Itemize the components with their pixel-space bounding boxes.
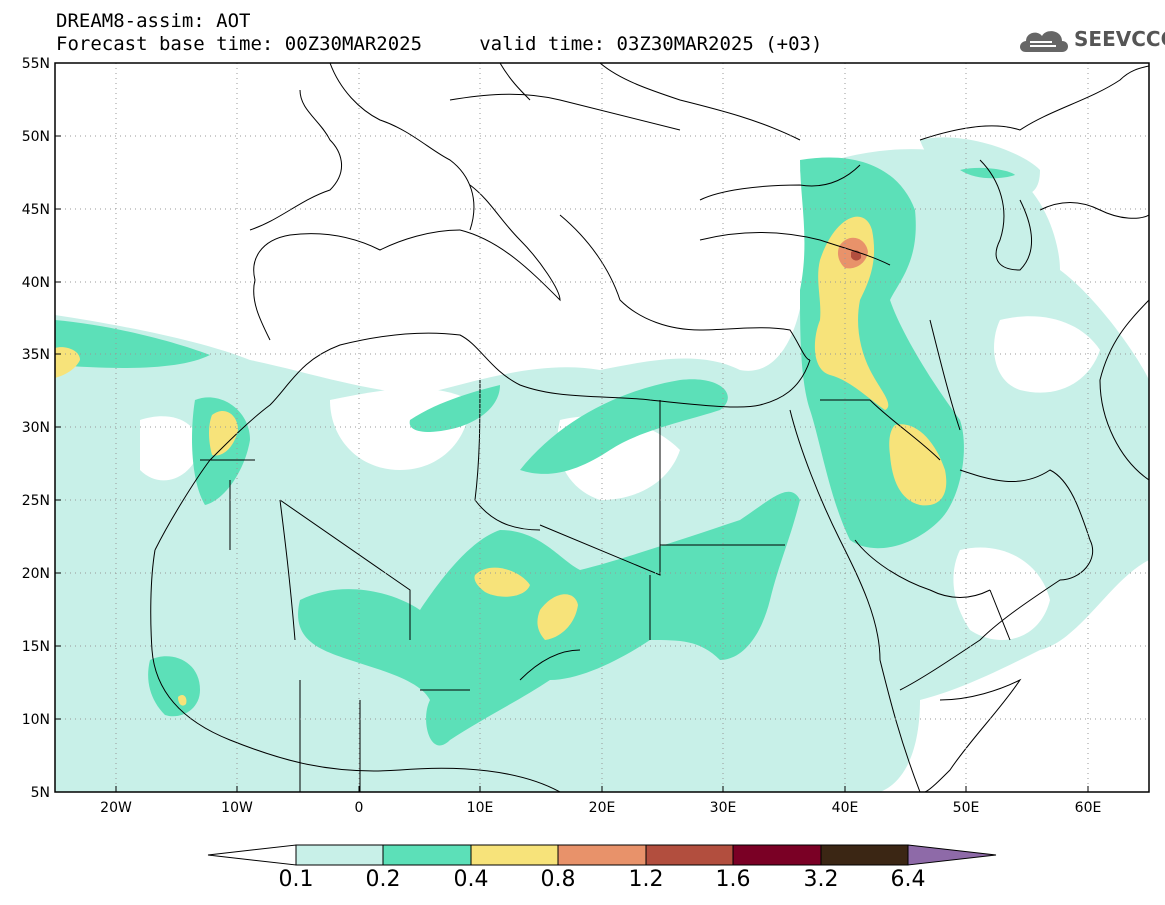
lon-label: 20E — [589, 800, 616, 816]
lat-label: 35N — [22, 347, 50, 363]
colorbar-swatch — [470, 844, 559, 866]
lon-label: 30E — [710, 800, 737, 816]
logo-text: SEEVCCC — [1074, 27, 1165, 51]
cloud-icon — [1020, 31, 1068, 52]
lon-label: 50E — [953, 800, 980, 816]
lon-label: 20W — [100, 800, 132, 816]
lat-label: 25N — [22, 493, 50, 509]
lon-label: 10W — [221, 800, 253, 816]
latitude-labels: 55N 50N 45N 40N 35N 30N 25N 20N 15N 10N … — [22, 56, 50, 801]
axis-ticks — [55, 135, 1089, 792]
colorbar-swatch — [820, 844, 909, 866]
colorbar — [207, 844, 997, 866]
coastlines — [150, 63, 1149, 792]
lat-label: 45N — [22, 202, 50, 218]
lon-label: 60E — [1075, 800, 1102, 816]
forecast-times: Forecast base time: 00Z30MAR2025 valid t… — [56, 33, 823, 55]
lat-label: 30N — [22, 420, 50, 436]
colorbar-swatch — [557, 844, 647, 866]
colorbar-swatch — [295, 844, 384, 866]
lon-label: 0 — [355, 800, 364, 816]
seevccc-logo: SEEVCCC — [1016, 22, 1165, 58]
map-title: DREAM8-assim: AOT — [56, 10, 251, 32]
lon-label: 10E — [467, 800, 494, 816]
colorbar-swatch — [732, 844, 822, 866]
lon-label: 40E — [832, 800, 859, 816]
colorbar-max-arrow — [907, 844, 997, 866]
lat-label: 20N — [22, 566, 50, 582]
lat-label: 55N — [22, 56, 50, 72]
lat-label: 50N — [22, 129, 50, 145]
lat-label: 10N — [22, 712, 50, 728]
colorbar-min-arrow — [207, 844, 297, 866]
lat-label: 40N — [22, 275, 50, 291]
longitude-labels: 20W 10W 0 10E 20E 30E 40E 50E 60E — [100, 800, 1101, 816]
lat-label: 15N — [22, 639, 50, 655]
colorbar-swatch — [645, 844, 734, 866]
lat-label: 5N — [31, 785, 50, 801]
colorbar-swatch — [382, 844, 472, 866]
